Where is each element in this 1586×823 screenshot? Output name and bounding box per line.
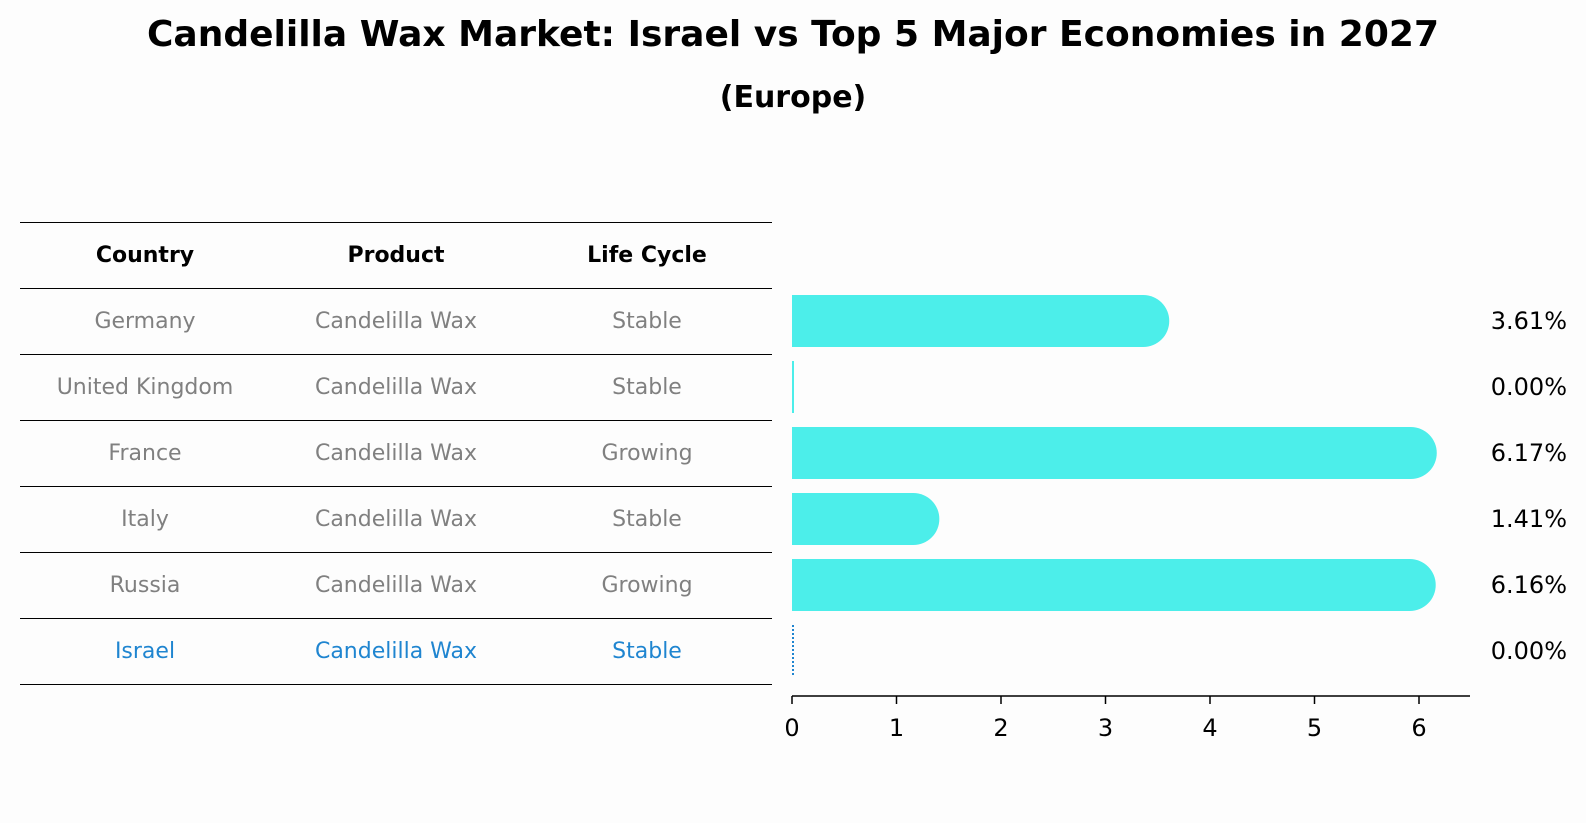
product-cell: Candelilla Wax [314, 639, 478, 664]
bar [792, 559, 1436, 611]
x-tick-label: 3 [1098, 714, 1113, 742]
life-cycle-cell: Stable [612, 309, 682, 334]
header-life-cycle: Life Cycle [587, 243, 707, 268]
table-row: Russia Candelilla Wax Growing [20, 552, 772, 618]
product-cell: Candelilla Wax [314, 507, 478, 532]
chart-subtitle: (Europe) [719, 80, 867, 115]
x-tick-label: 2 [993, 714, 1008, 742]
product-cell: Candelilla Wax [314, 573, 478, 598]
header-product: Product [347, 243, 445, 268]
chart-title: Candelilla Wax Market: Israel vs Top 5 M… [147, 14, 1439, 55]
product-cell: Candelilla Wax [314, 309, 478, 334]
table-row: France Candelilla Wax Growing [20, 420, 772, 486]
value-label: 1.41% [1491, 505, 1567, 533]
country-cell: Israel [114, 639, 176, 664]
table-header-row: Country Product Life Cycle [20, 222, 772, 288]
country-cell: France [108, 441, 182, 466]
life-cycle-cell: Stable [612, 507, 682, 532]
life-cycle-cell: Growing [601, 573, 693, 598]
x-tick-label: 6 [1411, 714, 1426, 742]
x-tick-label: 1 [889, 714, 904, 742]
x-tick-label: 0 [784, 714, 799, 742]
table-row: United Kingdom Candelilla Wax Stable [20, 354, 772, 420]
data-table: Country Product Life Cycle Germany Cande… [20, 222, 772, 685]
country-cell: United Kingdom [56, 375, 234, 400]
life-cycle-cell: Stable [612, 639, 682, 664]
header-country: Country [95, 243, 195, 268]
value-label: 6.17% [1491, 439, 1567, 467]
table-row-highlighted: Israel Candelilla Wax Stable [20, 618, 772, 685]
country-cell: Russia [109, 573, 181, 598]
country-cell: Italy [121, 507, 169, 532]
value-label: 3.61% [1491, 307, 1567, 335]
table-row: Italy Candelilla Wax Stable [20, 486, 772, 552]
life-cycle-cell: Growing [601, 441, 693, 466]
x-tick-label: 4 [1202, 714, 1217, 742]
bar [792, 295, 1170, 347]
value-label: 6.16% [1491, 571, 1567, 599]
product-cell: Candelilla Wax [314, 375, 478, 400]
country-cell: Germany [94, 309, 196, 334]
x-tick-label: 5 [1307, 714, 1322, 742]
value-label: 0.00% [1491, 373, 1567, 401]
life-cycle-cell: Stable [612, 375, 682, 400]
bar [792, 361, 794, 413]
value-label: 0.00% [1491, 637, 1567, 665]
bar [792, 493, 940, 545]
product-cell: Candelilla Wax [314, 441, 478, 466]
bar [792, 427, 1437, 479]
table-row: Germany Candelilla Wax Stable [20, 288, 772, 354]
